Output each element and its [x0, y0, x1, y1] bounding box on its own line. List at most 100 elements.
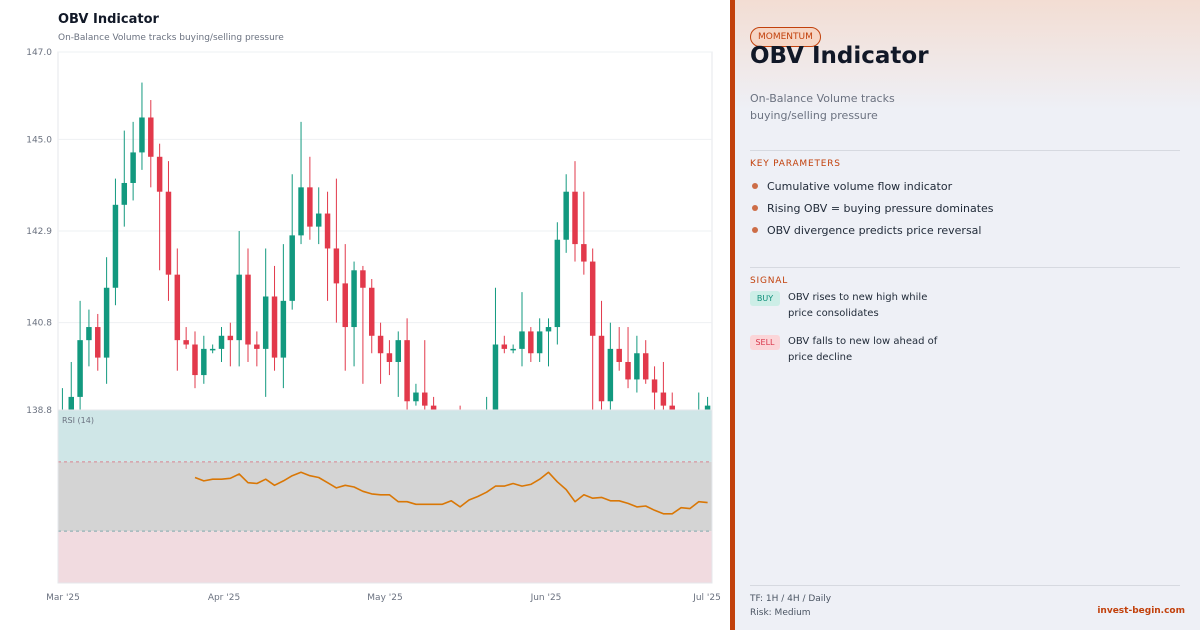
- candle-body: [581, 244, 587, 262]
- candle-body: [563, 191, 569, 240]
- candle-body: [289, 235, 295, 301]
- candle-body: [395, 340, 401, 362]
- candle-body: [704, 405, 711, 410]
- candle-body: [598, 335, 605, 402]
- candle-body: [404, 340, 410, 402]
- candle-body: [77, 340, 83, 397]
- y-tick-label: 147.0: [26, 48, 52, 58]
- params-list: Cumulative volume flow indicator Rising …: [752, 175, 994, 241]
- candle-body: [369, 287, 375, 336]
- indicator-frame: [57, 409, 713, 584]
- candle-body: [192, 344, 198, 376]
- candle-body: [572, 191, 578, 245]
- candle-body: [103, 287, 110, 358]
- candle-body: [227, 335, 234, 341]
- candle-body: [669, 405, 675, 410]
- candle-body: [254, 344, 260, 349]
- panel-title: OBV Indicator: [750, 43, 929, 69]
- candle-body: [589, 261, 596, 336]
- obv-chart: 147.0 145.0 142.9 140.8 138.8 RSI (14) Mar '25…: [26, 48, 721, 603]
- buy-tag: BUY: [750, 291, 780, 306]
- footer-meta: TF: 1H / 4H / Daily Risk: Medium: [750, 592, 831, 620]
- candle-body: [651, 379, 658, 393]
- candle-body: [607, 348, 614, 402]
- candle-body: [245, 274, 251, 345]
- candle-body: [430, 405, 437, 410]
- candle-body: [360, 270, 366, 288]
- site-link[interactable]: invest-begin.com: [1097, 606, 1185, 616]
- rsi-line: [194, 471, 708, 515]
- candle-body: [519, 331, 525, 349]
- candle-body: [95, 327, 101, 358]
- bullet-icon: [752, 227, 758, 233]
- candle-body: [165, 191, 172, 275]
- candle-body: [280, 300, 287, 358]
- candle-body: [183, 340, 189, 345]
- y-tick-label: 142.9: [26, 227, 52, 237]
- signal-heading: SIGNAL: [750, 276, 789, 286]
- list-item: Cumulative volume flow indicator: [752, 175, 994, 197]
- param-text: Rising OBV = buying pressure dominates: [767, 201, 994, 215]
- candle-body: [68, 396, 74, 410]
- candle-body: [413, 392, 419, 402]
- candle-body: [545, 327, 552, 332]
- signal-text: OBV falls to new low ahead of price decl…: [788, 336, 938, 363]
- x-tick-label: Jun '25: [530, 593, 562, 603]
- candle-body: [174, 274, 181, 341]
- signal-text: OBV rises to new high while price consol…: [788, 292, 928, 319]
- candle-body: [660, 392, 667, 406]
- neutral-zone: [58, 461, 712, 532]
- y-tick-label: 140.8: [26, 319, 52, 329]
- candle-body: [554, 239, 561, 328]
- candle-body: [510, 348, 516, 351]
- candle-body: [315, 213, 322, 227]
- accent-divider: [730, 0, 735, 630]
- candle-body: [386, 353, 393, 362]
- candle-body: [634, 353, 640, 380]
- panel-description: On-Balance Volume tracks buying/selling …: [750, 92, 895, 122]
- param-text: OBV divergence predicts price reversal: [767, 223, 982, 237]
- bullet-icon: [752, 205, 758, 211]
- candle-body: [625, 361, 631, 380]
- info-panel: MOMENTUM OBV Indicator On-Balance Volume…: [735, 0, 1200, 630]
- y-tick-label: 145.0: [26, 135, 52, 145]
- x-tick-label: May '25: [367, 593, 402, 603]
- candle-body: [262, 296, 269, 349]
- param-text: Cumulative volume flow indicator: [767, 179, 953, 193]
- candle-body: [492, 344, 499, 410]
- section-divider: [750, 150, 1180, 151]
- chart-area: 147.0 145.0 142.9 140.8 138.8 RSI (14) Mar '25…: [26, 12, 721, 603]
- candle-body: [271, 296, 278, 358]
- indicator-label: RSI (14): [62, 416, 94, 425]
- bullet-icon: [752, 183, 758, 189]
- candle-body: [148, 117, 154, 157]
- section-divider: [750, 267, 1180, 268]
- candle-body: [351, 270, 357, 328]
- candle-body: [236, 274, 242, 341]
- footer-divider: [750, 585, 1180, 586]
- candle-body: [642, 353, 649, 380]
- candle-body: [121, 182, 128, 205]
- candle-body: [528, 331, 534, 354]
- candle-body: [298, 187, 304, 236]
- signal-sell: SELL OBV falls to new low ahead of price…: [750, 334, 938, 366]
- candle-body: [307, 187, 313, 227]
- candle-body: [501, 344, 508, 349]
- category-badge: MOMENTUM: [750, 27, 821, 47]
- candle-body: [218, 335, 225, 349]
- chart-subtitle: On-Balance Volume tracks buying/selling …: [58, 33, 284, 43]
- list-item: Rising OBV = buying pressure dominates: [752, 197, 994, 219]
- signal-buy: BUY OBV rises to new high while price co…: [750, 290, 938, 322]
- y-tick-label: 138.8: [26, 406, 52, 416]
- candle-body: [422, 392, 428, 406]
- candle-body: [139, 117, 145, 153]
- candle-body: [112, 204, 119, 288]
- overbought-zone: [58, 410, 712, 462]
- x-tick-label: Apr '25: [208, 593, 240, 603]
- candle-body: [86, 327, 92, 341]
- candle-body: [324, 213, 331, 249]
- candle-body: [616, 348, 622, 362]
- x-tick-label: Mar '25: [46, 593, 80, 603]
- candle-body: [342, 283, 348, 328]
- x-tick-label: Jul '25: [692, 593, 721, 603]
